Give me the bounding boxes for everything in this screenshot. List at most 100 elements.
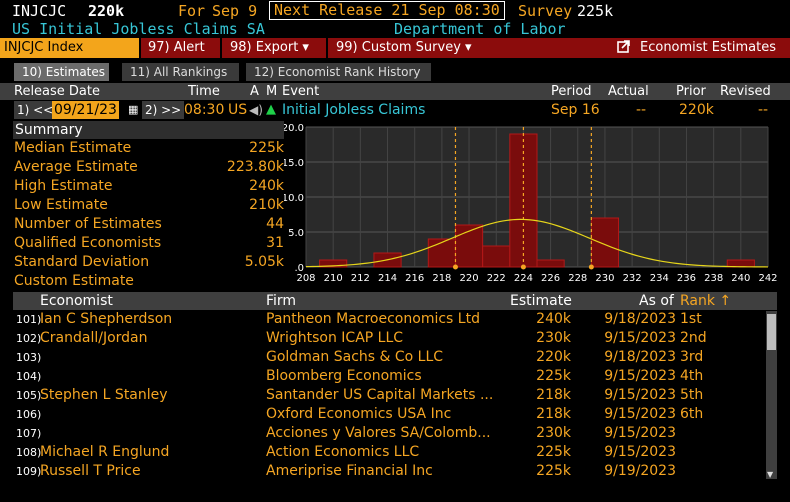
prev-date-button[interactable]: 1) <<	[14, 101, 57, 119]
table-row[interactable]: 108) Michael R Englund Action Economics LL…	[13, 443, 765, 462]
chart-x-tick-label: 238	[704, 273, 723, 284]
economist-name[interactable]: Michael R Englund	[40, 444, 170, 460]
table-row[interactable]: 104) Bloomberg Economics 225k 9/15/2023 4th	[13, 367, 765, 386]
page-title: US Initial Jobless Claims SA	[12, 20, 265, 38]
asof-date: 9/15/2023	[604, 444, 676, 460]
chart-x-tick-label: 210	[324, 273, 343, 284]
firm-col-header[interactable]: Firm	[266, 293, 297, 309]
economist-name[interactable]: Stephen L Stanley	[40, 387, 168, 403]
chart-bar	[454, 224, 484, 268]
chart-marker-dot	[520, 264, 526, 270]
firm-name[interactable]: Acciones y Valores SA/Colomb...	[266, 425, 491, 441]
table-row[interactable]: 105) Stephen L Stanley Santander US Capita…	[13, 386, 765, 405]
summary-value: 210k	[249, 197, 284, 213]
scroll-down-icon[interactable]: ▼	[767, 470, 774, 479]
rank-value: 4th	[680, 368, 704, 384]
alert-button[interactable]: 97) Alert	[148, 40, 205, 55]
economist-name[interactable]: Crandall/Jordan	[40, 330, 148, 346]
tab-all-rankings[interactable]: 11) All Rankings	[122, 63, 239, 81]
table-scrollbar[interactable]: ▼	[766, 311, 777, 479]
external-link-icon	[617, 40, 630, 53]
table-row[interactable]: 101) Ian C Shepherdson Pantheon Macroecono…	[13, 310, 765, 329]
bell-icon[interactable]: ▲	[266, 102, 276, 117]
export-button[interactable]: 98) Export ▾	[230, 40, 309, 55]
firm-name[interactable]: Action Economics LLC	[266, 444, 420, 460]
chart-x-tick-label: 242	[758, 273, 777, 284]
chart-x-tick-label: 214	[378, 273, 397, 284]
source-label: Department of Labor	[394, 20, 566, 38]
summary-row: High Estimate 240k	[13, 177, 284, 196]
chart-marker-dot	[588, 264, 594, 270]
chart-x-tick-label: 218	[432, 273, 451, 284]
estimate-value: 240k	[536, 311, 571, 327]
rank-col-header[interactable]: Rank ↑	[680, 293, 732, 309]
summary-value: 44	[266, 216, 284, 232]
row-number: 104)	[16, 370, 42, 383]
next-release-box[interactable]: Next Release 21 Sep 08:30	[269, 1, 505, 20]
actual-header: Actual	[608, 84, 649, 99]
chart-marker-dot	[452, 264, 458, 270]
event-name[interactable]: Initial Jobless Claims	[282, 102, 426, 118]
m-header: M	[266, 84, 278, 99]
asof-date: 9/15/2023	[604, 330, 676, 346]
asof-col-header[interactable]: As of	[639, 293, 674, 309]
estimate-value: 230k	[536, 425, 571, 441]
economist-estimates-button[interactable]: Economist Estimates	[617, 38, 776, 58]
calendar-icon[interactable]: ▦	[128, 103, 139, 116]
summary-row: Qualified Economists 31	[13, 234, 284, 253]
next-date-button[interactable]: 2) >>	[142, 101, 185, 119]
scrollbar-thumb[interactable]	[767, 314, 776, 350]
firm-name[interactable]: Wrightson ICAP LLC	[266, 330, 404, 346]
speaker-icon[interactable]: ◀)	[249, 103, 263, 117]
index-tab[interactable]: INJCJC Index	[0, 38, 139, 58]
firm-name[interactable]: Goldman Sachs & Co LLC	[266, 349, 444, 365]
rank-value: 3rd	[680, 349, 704, 365]
row-number: 105)	[16, 389, 42, 402]
survey-label: Survey	[518, 2, 573, 20]
tab-economist-rank-history[interactable]: 12) Economist Rank History	[246, 63, 431, 81]
estimate-value: 225k	[536, 368, 571, 384]
firm-name[interactable]: Santander US Capital Markets ...	[266, 387, 494, 403]
firm-name[interactable]: Ameriprise Financial Inc	[266, 463, 433, 479]
firm-name[interactable]: Pantheon Macroeconomics Ltd	[266, 311, 480, 327]
summary-label: Custom Estimate	[14, 273, 134, 289]
table-row[interactable]: 103) Goldman Sachs & Co LLC 220k 9/18/2023 3…	[13, 348, 765, 367]
estimate-value: 225k	[536, 444, 571, 460]
summary-label: Average Estimate	[14, 159, 138, 175]
custom-survey-button[interactable]: 99) Custom Survey ▾	[336, 40, 472, 55]
chart-x-tick-label: 232	[623, 273, 642, 284]
summary-label: Standard Deviation	[14, 254, 150, 270]
estimate-value: 230k	[536, 330, 571, 346]
economist-estimates-label: Economist Estimates	[640, 40, 776, 55]
event-header: Event	[282, 84, 320, 99]
table-row[interactable]: 102) Crandall/Jordan Wrightson ICAP LLC 230…	[13, 329, 765, 348]
chart-y-tick-label: .0	[294, 263, 304, 274]
release-actual: --	[636, 102, 647, 118]
table-row[interactable]: 106) Oxford Economics USA Inc 218k 9/15/202…	[13, 405, 765, 424]
table-row[interactable]: 107) Acciones y Valores SA/Colomb... 230k 9…	[13, 424, 765, 443]
row-number: 102)	[16, 332, 42, 345]
table-row[interactable]: 109) Russell T Price Ameriprise Financial …	[13, 462, 765, 481]
prior-header: Prior	[676, 84, 706, 99]
estimate-col-header[interactable]: Estimate	[510, 293, 572, 309]
chart-bar	[590, 217, 620, 268]
chart-x-tick-label: 216	[405, 273, 424, 284]
chart-y-tick-label: 20.0	[284, 123, 304, 134]
economist-name[interactable]: Ian C Shepherdson	[40, 311, 173, 327]
release-date-field[interactable]: 09/21/23	[52, 101, 119, 119]
tab-estimates[interactable]: 10) Estimates	[14, 63, 109, 81]
estimate-value: 218k	[536, 406, 571, 422]
summary-row: Average Estimate 223.80k	[13, 158, 284, 177]
economist-name[interactable]: Russell T Price	[40, 463, 141, 479]
last-value: 220k	[88, 2, 125, 20]
firm-name[interactable]: Bloomberg Economics	[266, 368, 422, 384]
release-prior: 220k	[679, 102, 714, 118]
a-header: A	[250, 84, 259, 99]
ticker-label: INJCJC	[12, 2, 67, 20]
summary-value: 240k	[249, 178, 284, 194]
economist-col-header[interactable]: Economist	[40, 293, 113, 309]
firm-name[interactable]: Oxford Economics USA Inc	[266, 406, 452, 422]
row-number: 108)	[16, 446, 42, 459]
chart-x-tick-label: 240	[731, 273, 750, 284]
summary-value: 225k	[249, 140, 284, 156]
